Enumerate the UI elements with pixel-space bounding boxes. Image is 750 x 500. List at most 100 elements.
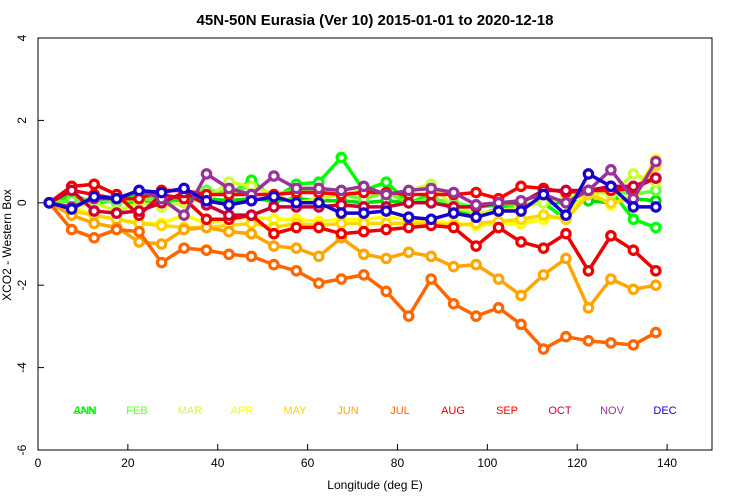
data-point-jul: [425, 273, 437, 285]
data-point-jul: [515, 318, 527, 331]
data-point-aug: [402, 221, 415, 234]
data-point-jul: [650, 326, 662, 339]
data-point-dec: [88, 190, 100, 203]
data-point-may: [155, 219, 168, 232]
data-point-oct: [133, 205, 145, 217]
series-line-may: [48, 164, 658, 230]
data-point-dec: [650, 201, 662, 213]
series-line-jul: [47, 201, 657, 351]
data-point-aug: [313, 221, 325, 234]
data-point-dec: [515, 205, 527, 217]
data-point-aug: [470, 240, 482, 252]
data-point-dec: [560, 209, 572, 221]
data-point-dec: [357, 207, 370, 219]
data-point-jun: [290, 242, 303, 254]
data-point-jul: [155, 256, 168, 269]
data-point-jun: [155, 238, 168, 250]
data-point-jul: [357, 269, 370, 281]
data-point-dec: [200, 194, 213, 207]
data-point-nov: [560, 197, 572, 209]
data-point-aug: [335, 227, 348, 240]
data-point-may: [537, 209, 550, 221]
x-tick-label: 120: [567, 456, 587, 470]
data-point-aug: [515, 236, 527, 248]
data-point-jun: [515, 289, 527, 302]
data-point-jun: [133, 236, 145, 248]
data-point-oct: [560, 184, 572, 197]
data-point-jun: [582, 302, 595, 314]
data-point-jul: [335, 273, 348, 285]
data-point-jul: [380, 285, 393, 298]
data-point-dec: [245, 194, 258, 207]
data-point-jun: [178, 223, 190, 236]
x-tick-label: 40: [211, 456, 225, 470]
series-line-oct: [48, 176, 657, 217]
data-point-aug: [492, 221, 505, 234]
data-point-jun: [492, 273, 505, 285]
data-point-aug: [605, 229, 617, 242]
data-point-jul: [268, 258, 280, 271]
legend-label-feb: FEB: [126, 405, 147, 417]
series-line-aug: [48, 182, 658, 273]
data-point-dec: [65, 203, 78, 215]
data-point-jul: [402, 310, 415, 322]
data-point-dec: [402, 211, 415, 224]
data-point-nov: [357, 180, 370, 193]
data-point-oct: [268, 201, 280, 213]
data-point-sep: [515, 180, 527, 193]
data-point-oct: [425, 197, 437, 209]
x-tick-label: 80: [391, 456, 405, 470]
data-point-jun: [650, 279, 662, 291]
y-axis-label: XCO2 - Western Box: [0, 189, 14, 301]
data-point-jun: [537, 269, 550, 281]
data-point-jul: [582, 335, 595, 347]
data-point-nov: [200, 168, 213, 180]
x-tick-label: 0: [35, 456, 42, 470]
legend-label-sep: SEP: [496, 405, 518, 417]
series-jul: [43, 197, 662, 355]
data-point-aug: [537, 242, 550, 254]
legend-label-jun: JUN: [337, 405, 358, 417]
data-point-dec: [290, 197, 303, 209]
data-point-dec: [223, 199, 235, 211]
data-point-aug: [560, 227, 572, 240]
legend-label-apr: APR: [231, 405, 254, 417]
data-point-oct: [110, 207, 123, 219]
data-point-may: [605, 197, 617, 209]
data-point-nov: [268, 170, 280, 182]
y-tick-label: -6: [15, 444, 29, 455]
data-point-jul: [537, 343, 550, 355]
data-point-dec: [268, 190, 280, 203]
data-point-jan: [335, 151, 348, 164]
data-point-jul: [447, 297, 460, 310]
data-point-jun: [268, 240, 280, 252]
data-point-aug: [627, 244, 640, 256]
data-point-nov: [290, 182, 303, 195]
data-point-jun: [380, 252, 393, 265]
data-point-jun: [560, 252, 572, 265]
data-point-jun: [447, 260, 460, 273]
data-point-jan: [650, 221, 662, 234]
data-point-jul: [178, 242, 190, 254]
y-tick-label: 0: [15, 199, 29, 206]
data-point-jul: [245, 250, 258, 263]
y-tick-label: -2: [15, 280, 29, 291]
data-point-nov: [178, 209, 190, 221]
y-tick-label: -4: [15, 362, 29, 373]
data-point-jul: [290, 264, 303, 277]
data-point-dec: [155, 186, 168, 199]
x-tick-label: 100: [477, 456, 497, 470]
series-line-jun: [48, 201, 657, 310]
legend-label-nov: NOV: [600, 405, 625, 417]
data-point-dec: [313, 197, 325, 209]
data-point-dec: [470, 211, 482, 224]
data-point-dec: [627, 201, 640, 213]
series-line-dec: [48, 172, 656, 222]
data-point-dec: [110, 192, 123, 205]
data-point-jul: [492, 302, 505, 314]
data-point-dec: [492, 205, 505, 217]
data-point-jul: [88, 232, 100, 244]
data-point-dec: [537, 188, 550, 201]
data-point-nov: [515, 194, 527, 207]
legend-label-dec: DEC: [653, 405, 676, 417]
